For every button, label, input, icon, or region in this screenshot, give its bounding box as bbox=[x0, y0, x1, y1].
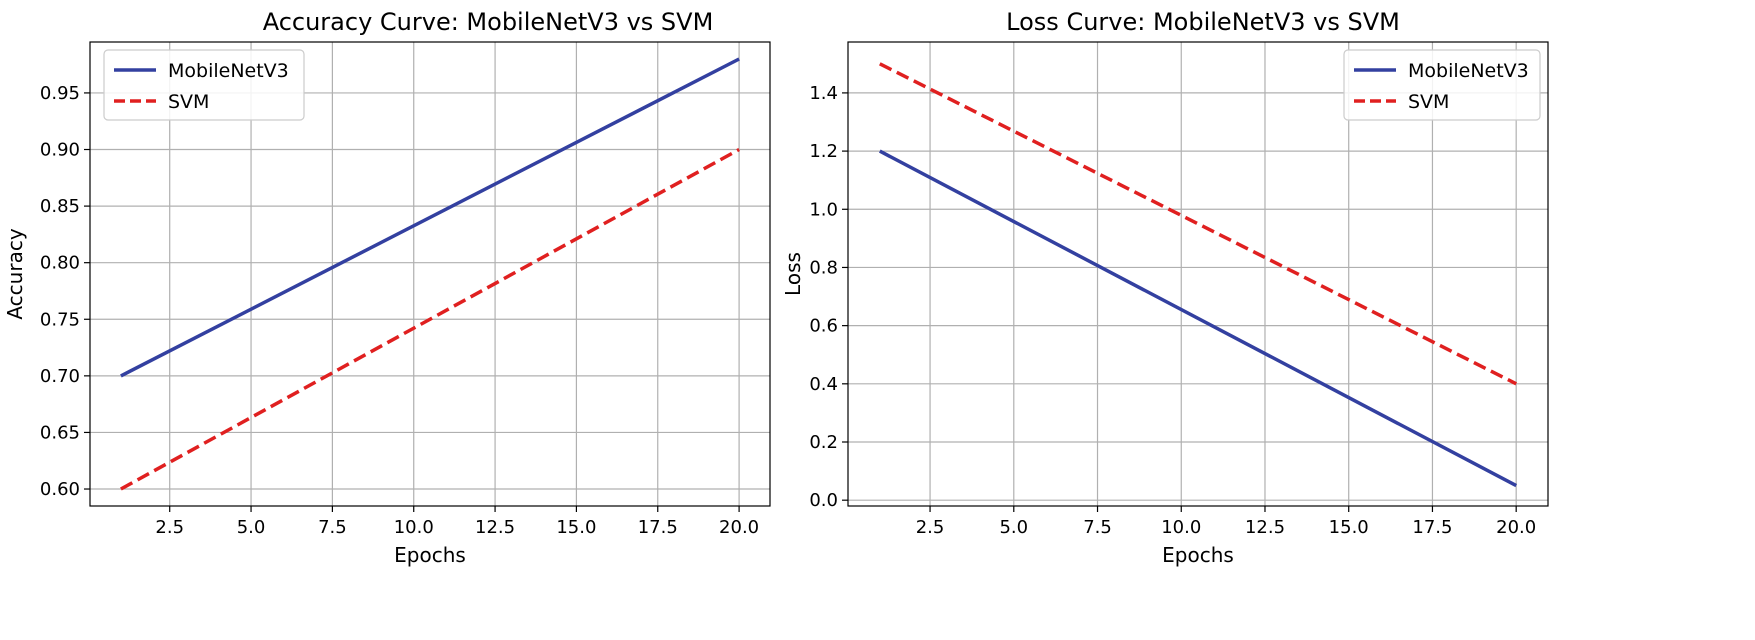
legend: MobileNetV3 SVM bbox=[1343, 49, 1541, 121]
x-tick-label: 20.0 bbox=[719, 517, 759, 538]
y-tick-label: 0.65 bbox=[40, 422, 80, 443]
x-tick-label: 15.0 bbox=[1329, 517, 1369, 538]
x-tick-label: 10.0 bbox=[1161, 517, 1201, 538]
x-tick-label: 17.5 bbox=[1412, 517, 1452, 538]
y-axis-label: Loss bbox=[781, 252, 805, 296]
grid bbox=[90, 42, 770, 506]
y-tick-label: 0.95 bbox=[40, 83, 80, 104]
y-tick-label: 0.0 bbox=[809, 490, 838, 511]
grid bbox=[848, 42, 1548, 506]
series-line-svm bbox=[120, 147, 740, 491]
loss-chart: Loss Curve: MobileNetV3 vs SVM Epochs Lo… bbox=[781, 8, 1549, 567]
y-tick-label: 0.8 bbox=[809, 257, 838, 278]
chart-title: Accuracy Curve: MobileNetV3 vs SVM bbox=[263, 8, 714, 36]
y-tick-label: 0.60 bbox=[40, 479, 80, 500]
y-tick-label: 0.6 bbox=[809, 316, 838, 337]
x-tick-label: 12.5 bbox=[1245, 517, 1285, 538]
x-axis-label: Epochs bbox=[1162, 543, 1234, 567]
series-line-mobilenetv3 bbox=[120, 57, 740, 378]
chart-title: Loss Curve: MobileNetV3 vs SVM bbox=[1006, 8, 1400, 36]
y-tick-label: 0.85 bbox=[40, 196, 80, 217]
x-tick-label: 12.5 bbox=[475, 517, 515, 538]
x-tick-label: 5.0 bbox=[999, 517, 1028, 538]
legend-label: MobileNetV3 bbox=[168, 60, 289, 82]
y-tick-label: 0.90 bbox=[40, 140, 80, 161]
y-tick-label: 0.2 bbox=[809, 432, 838, 453]
x-tick-label: 17.5 bbox=[638, 517, 678, 538]
series-line-svm bbox=[879, 62, 1517, 386]
legend-label: SVM bbox=[168, 91, 209, 113]
x-tick-label: 2.5 bbox=[916, 517, 945, 538]
y-tick-label: 0.75 bbox=[40, 309, 80, 330]
x-tick-label: 2.5 bbox=[155, 517, 184, 538]
y-axis-label: Accuracy bbox=[3, 228, 27, 319]
x-tick-label: 15.0 bbox=[556, 517, 596, 538]
y-tick-label: 1.2 bbox=[809, 141, 838, 162]
accuracy-chart: Accuracy Curve: MobileNetV3 vs SVM Epoch… bbox=[3, 8, 771, 567]
y-tick-label: 0.80 bbox=[40, 253, 80, 274]
y-tick-label: 0.70 bbox=[40, 366, 80, 387]
x-axis-label: Epochs bbox=[394, 543, 466, 567]
legend-label: SVM bbox=[1408, 91, 1449, 113]
legend: MobileNetV3 SVM bbox=[103, 49, 305, 121]
series-line-mobilenetv3 bbox=[878, 149, 1518, 488]
y-tick-label: 0.4 bbox=[809, 374, 838, 395]
y-tick-label: 1.4 bbox=[809, 83, 838, 104]
plot-frame bbox=[89, 41, 771, 507]
x-tick-label: 5.0 bbox=[237, 517, 266, 538]
x-tick-label: 7.5 bbox=[1083, 517, 1112, 538]
x-tick-label: 7.5 bbox=[318, 517, 347, 538]
y-tick-label: 1.0 bbox=[809, 199, 838, 220]
x-tick-label: 10.0 bbox=[394, 517, 434, 538]
x-tick-label: 20.0 bbox=[1496, 517, 1536, 538]
plot-frame bbox=[847, 41, 1549, 507]
legend-label: MobileNetV3 bbox=[1408, 60, 1529, 82]
